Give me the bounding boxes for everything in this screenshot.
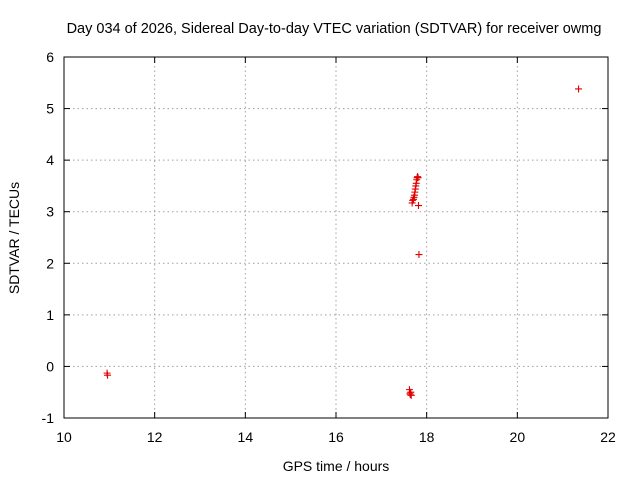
- y-tick-label: -1: [42, 410, 55, 426]
- y-axis-ticks: -1 0 1 2 3 4 5 6: [42, 49, 608, 426]
- x-tick-label: 10: [56, 429, 72, 445]
- data-point-marker: [104, 371, 112, 379]
- data-point-marker: [409, 196, 417, 204]
- y-tick-label: 1: [46, 307, 54, 323]
- y-tick-label: 6: [46, 49, 54, 65]
- data-point-marker: [407, 391, 415, 399]
- y-tick-label: 3: [46, 204, 54, 220]
- x-tick-label: 22: [600, 429, 616, 445]
- x-axis-label: GPS time / hours: [283, 458, 390, 474]
- y-tick-label: 2: [46, 255, 54, 271]
- x-tick-label: 14: [238, 429, 254, 445]
- chart-title: Day 034 of 2026, Sidereal Day-to-day VTE…: [67, 21, 602, 37]
- data-point-marker: [415, 251, 423, 259]
- y-tick-label: 5: [46, 101, 54, 117]
- x-tick-label: 20: [510, 429, 526, 445]
- data-points: [103, 85, 583, 399]
- grid-lines: [64, 57, 608, 418]
- x-tick-label: 12: [147, 429, 163, 445]
- data-point-marker: [414, 174, 422, 182]
- data-point-marker: [575, 85, 583, 93]
- x-axis-ticks: 10 12 14 16 18 20 22: [56, 57, 616, 445]
- x-tick-label: 16: [328, 429, 344, 445]
- data-point-marker: [415, 202, 423, 210]
- x-tick-label: 18: [419, 429, 435, 445]
- y-tick-label: 0: [46, 358, 54, 374]
- y-tick-label: 4: [46, 152, 54, 168]
- y-axis-label: SDTVAR / TECUs: [6, 182, 22, 294]
